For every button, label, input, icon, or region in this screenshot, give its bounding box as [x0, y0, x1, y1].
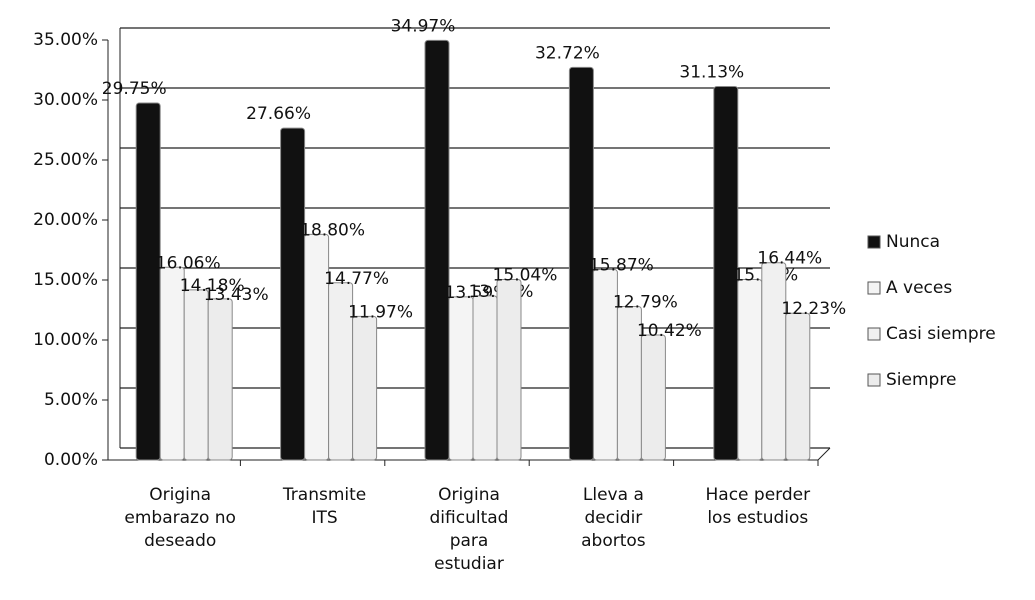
bar	[183, 289, 209, 461]
data-label: 12.79%	[613, 293, 678, 313]
data-label: 16.06%	[156, 253, 221, 273]
y-tick-label: 10.00%	[33, 330, 98, 350]
y-tick-label: 5.00%	[44, 390, 98, 410]
data-label: 15.87%	[589, 256, 654, 276]
bar	[280, 127, 306, 461]
legend-swatch	[867, 281, 881, 295]
data-label: 31.13%	[679, 62, 744, 82]
data-label: 12.23%	[781, 299, 846, 319]
bar	[135, 102, 161, 461]
bar	[737, 279, 763, 461]
data-label: 18.80%	[300, 220, 365, 240]
legend-swatch	[867, 327, 881, 341]
y-tick-label: 0.00%	[44, 450, 98, 470]
bar	[761, 262, 787, 461]
x-tick-label: Origina dificultad para estudiar	[429, 485, 509, 574]
legend-label: Siempre	[886, 370, 956, 390]
data-label: 27.66%	[246, 104, 311, 124]
bar	[496, 279, 522, 461]
bar	[352, 315, 378, 461]
x-tick-label: Hace perder los estudios	[705, 485, 811, 528]
y-tick-label: 15.00%	[33, 270, 98, 290]
y-tick-label: 25.00%	[33, 150, 98, 170]
data-label: 29.75%	[102, 79, 167, 99]
bar	[207, 298, 233, 461]
bar	[785, 312, 811, 461]
data-label: 34.97%	[391, 16, 456, 36]
data-label: 14.77%	[324, 269, 389, 289]
x-tick-label: Origina embarazo no deseado	[124, 485, 236, 551]
legend-label: Casi siempre	[886, 324, 996, 344]
legend-swatch	[867, 373, 881, 387]
x-tick-label: Transmite ITS	[282, 485, 367, 528]
bar	[159, 266, 185, 461]
bar	[424, 39, 450, 461]
legend-label: A veces	[886, 278, 952, 298]
data-label: 10.42%	[637, 321, 702, 341]
x-tick-label: Lleva a decidir abortos	[581, 485, 646, 551]
bar	[713, 85, 739, 461]
data-label: 11.97%	[348, 302, 413, 322]
legend-swatch	[867, 235, 881, 249]
data-label: 13.43%	[204, 285, 269, 305]
data-label: 14.18%	[180, 276, 245, 296]
y-tick-label: 35.00%	[33, 30, 98, 50]
data-label: 32.72%	[535, 43, 600, 63]
data-label: 15.04%	[493, 266, 558, 286]
data-label: 16.44%	[757, 249, 822, 269]
y-tick-label: 20.00%	[33, 210, 98, 230]
bar	[640, 334, 666, 461]
bar	[448, 296, 474, 461]
bar	[472, 295, 498, 461]
bar	[568, 66, 594, 461]
legend-label: Nunca	[886, 232, 940, 252]
y-tick-label: 30.00%	[33, 90, 98, 110]
